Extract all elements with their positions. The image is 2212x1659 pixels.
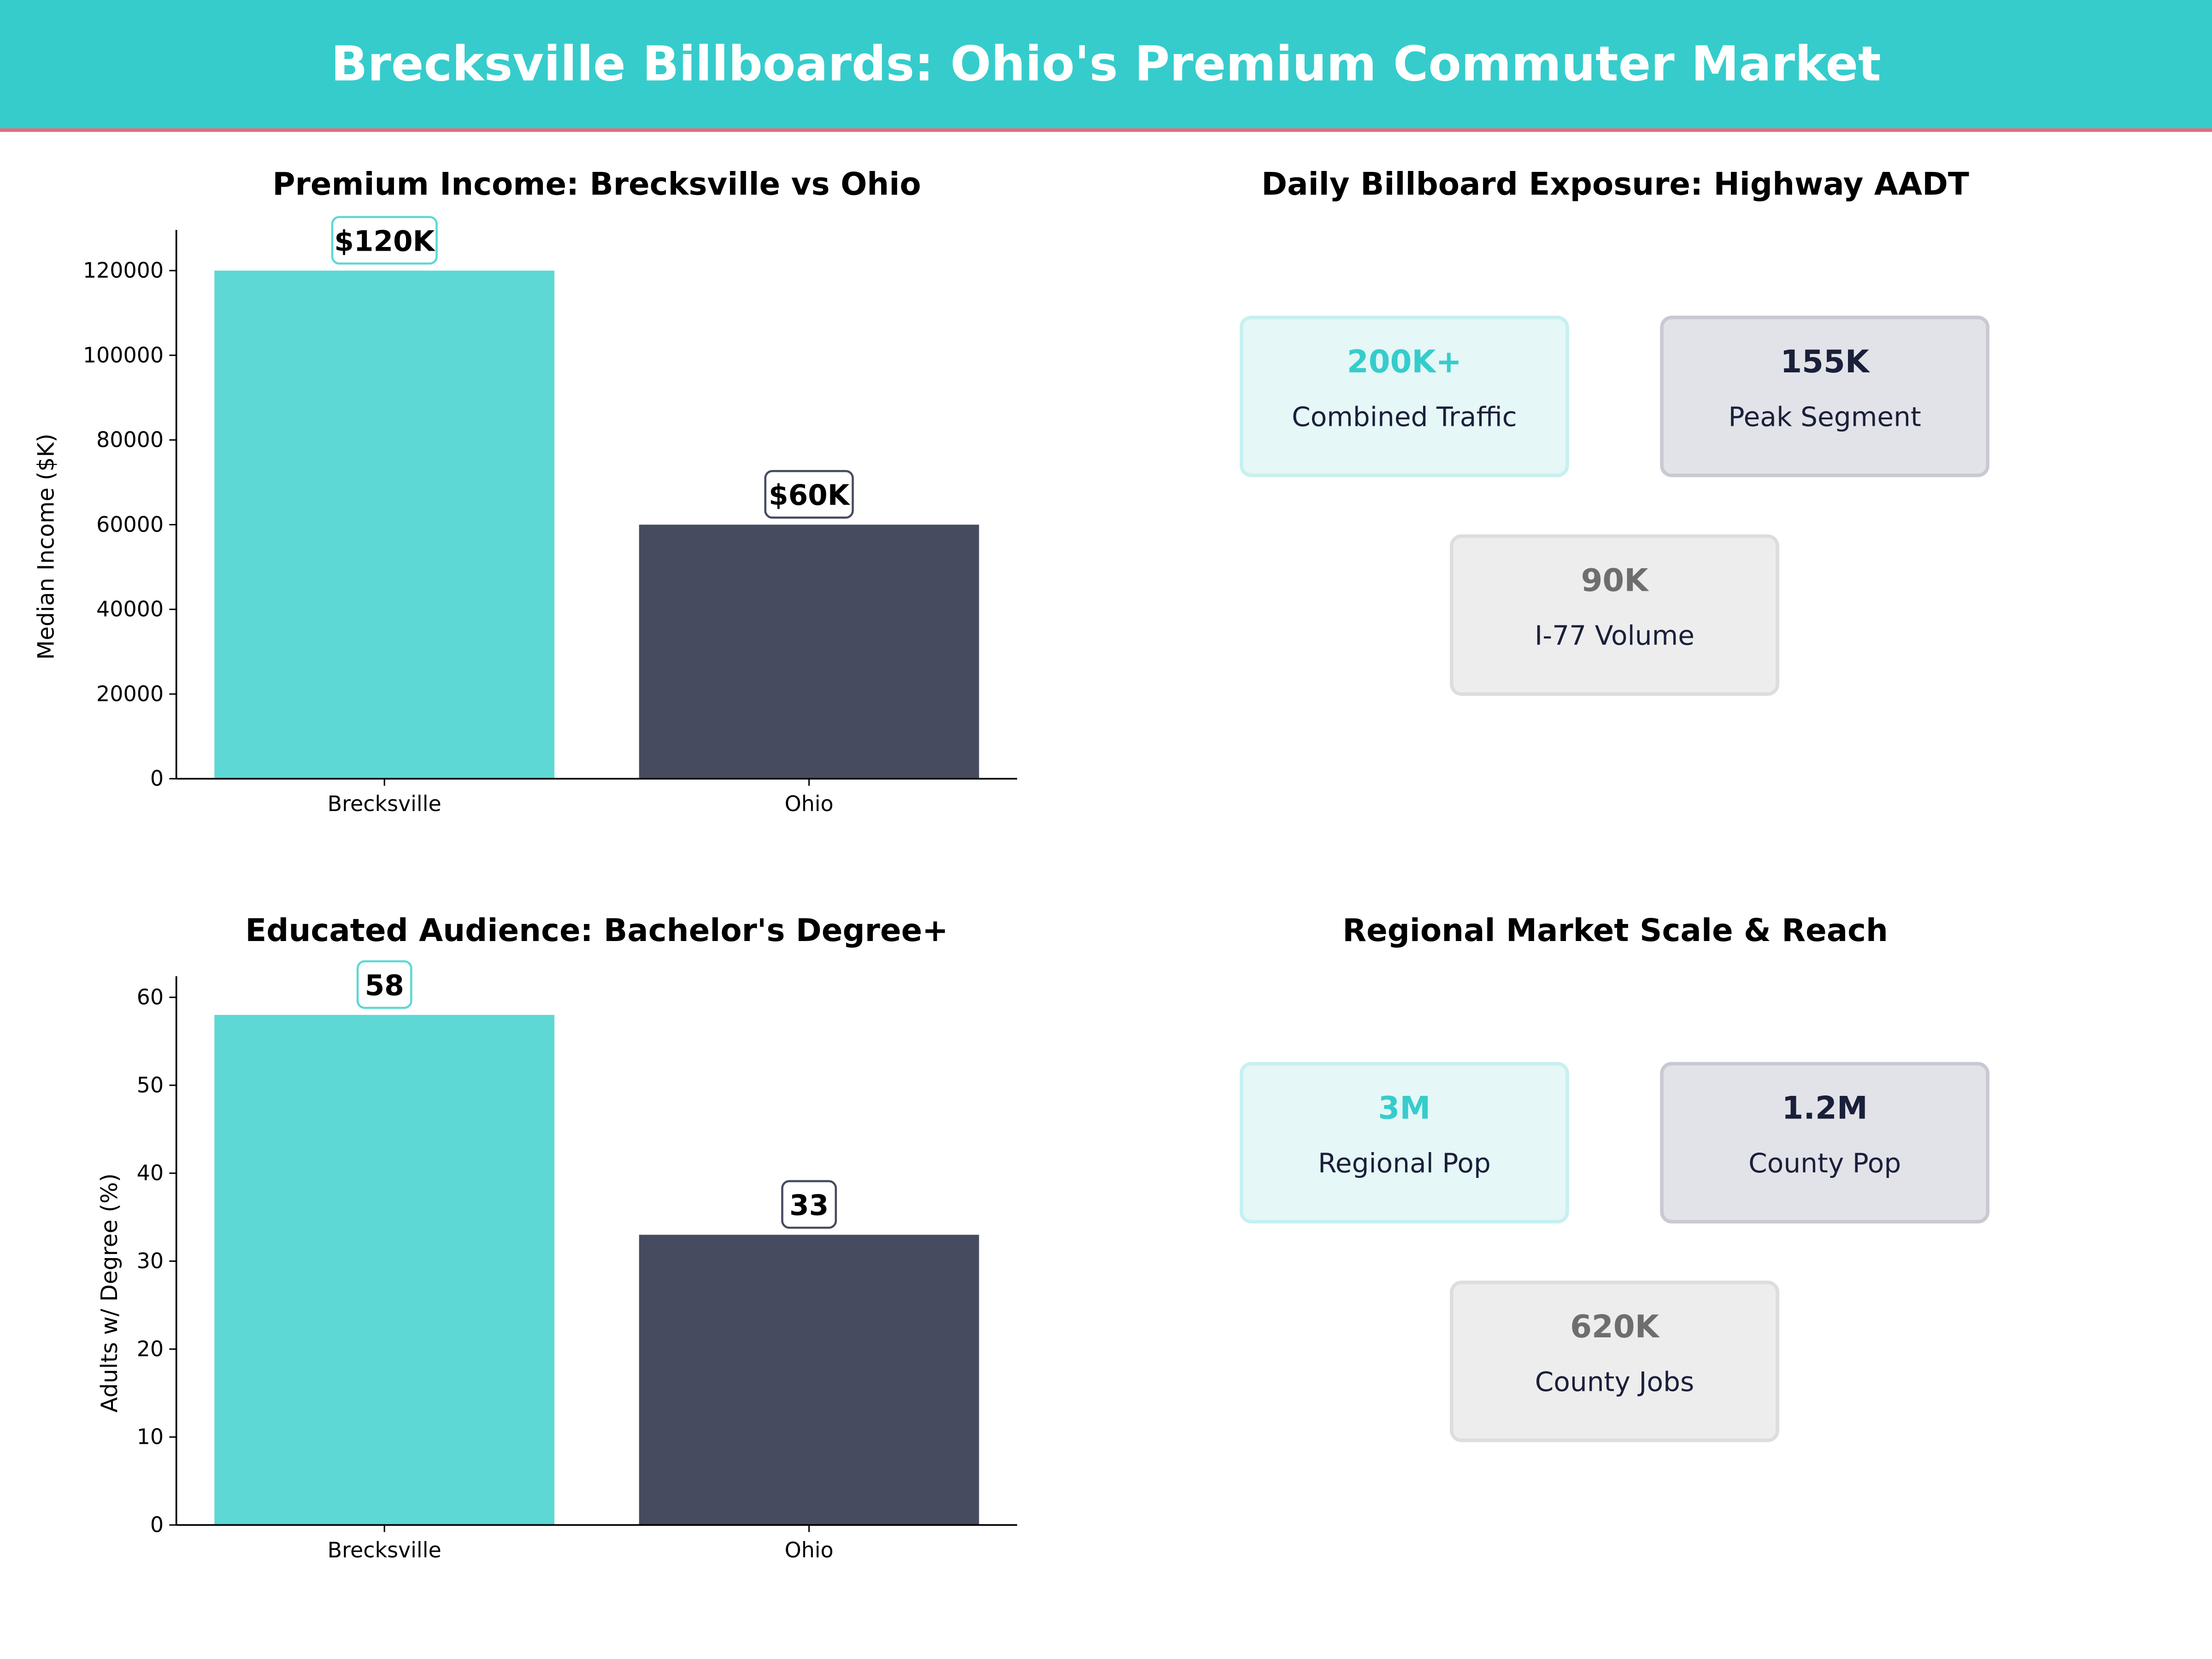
kpi-card: 620K County Jobs [1450,1280,1779,1442]
card-value: 3M [1378,1090,1431,1126]
kpi-card: 3M Regional Pop [1240,1062,1569,1224]
y-tick-label: 60000 [96,512,164,537]
card-label: County Jobs [1535,1366,1694,1397]
chart-title-degree: Educated Audience: Bachelor's Degree+ [245,912,948,948]
data-label-box [356,960,412,1009]
y-tick-label: 40 [137,1160,164,1185]
panel-title-traffic: Daily Billboard Exposure: Highway AADT [1261,165,1969,202]
card-label: Peak Segment [1729,401,1921,432]
x-tick-label: Ohio [785,1538,834,1563]
card-background [1240,1062,1569,1224]
panel-title-market: Regional Market Scale & Reach [1342,912,1888,948]
card-value: 1.2M [1782,1090,1868,1126]
y-axis-label: Adults w/ Degree (%) [96,1173,123,1412]
kpi-card: 1.2M County Pop [1660,1062,1990,1224]
card-value: 200K+ [1347,343,1462,380]
kpi-card: 155K Peak Segment [1660,315,1990,477]
card-background [1240,315,1569,477]
x-tick-label: Brecksville [328,791,441,816]
data-label: $60K [769,479,851,512]
data-label: 33 [789,1189,829,1222]
y-tick-label: 0 [150,1512,164,1537]
card-background [1660,1062,1990,1224]
data-label-box [331,216,438,265]
bar-brecksville [214,271,555,779]
y-tick-label: 40000 [96,597,164,622]
y-tick-label: 60 [137,984,164,1009]
bar-ohio [639,1235,979,1525]
y-tick-label: 20000 [96,681,164,706]
data-label: 58 [365,969,404,1002]
header-accent-line [0,128,2212,132]
y-axis-label: Median Income ($K) [33,434,59,660]
x-tick-label: Brecksville [328,1538,441,1563]
bar-ohio [639,524,979,779]
x-tick-label: Ohio [785,791,834,816]
y-tick-label: 30 [137,1248,164,1273]
y-tick-label: 50 [137,1072,164,1097]
card-background [1450,1280,1779,1442]
y-tick-label: 80000 [96,427,164,452]
page-title: Brecksville Billboards: Ohio's Premium C… [331,35,1881,92]
chart-title-income: Premium Income: Brecksville vs Ohio [272,165,921,202]
card-value: 155K [1780,343,1871,380]
card-value: 90K [1581,562,1650,599]
y-tick-label: 100000 [83,342,164,367]
data-label-box [781,1180,837,1229]
y-tick-label: 120000 [83,258,164,282]
y-tick-label: 20 [137,1336,164,1361]
degree-chart: 58 Brecksville 33 Ohio 0 10 20 30 40 50 60 Adults w… [96,960,1018,1563]
header-band [0,0,2212,129]
data-label-box [764,470,854,519]
kpi-card: 90K I-77 Volume [1450,534,1779,696]
y-tick-label: 0 [150,766,164,791]
card-label: County Pop [1748,1147,1901,1179]
kpi-card: 200K+ Combined Traffic [1240,315,1569,477]
bar-brecksville [214,1015,555,1525]
data-label: $120K [334,225,435,258]
card-label: Regional Pop [1318,1147,1491,1179]
income-chart: $120K Brecksville $60K Ohio 0 20000 40000 60000… [33,216,1018,816]
card-background [1450,534,1779,696]
card-label: I-77 Volume [1535,620,1694,651]
card-background [1660,315,1990,477]
card-label: Combined Traffic [1292,401,1517,432]
y-tick-label: 10 [137,1424,164,1449]
kpi-cards: 200K+ Combined Traffic 155K Peak Segment 90K… [1240,315,1990,1442]
card-value: 620K [1570,1308,1660,1345]
